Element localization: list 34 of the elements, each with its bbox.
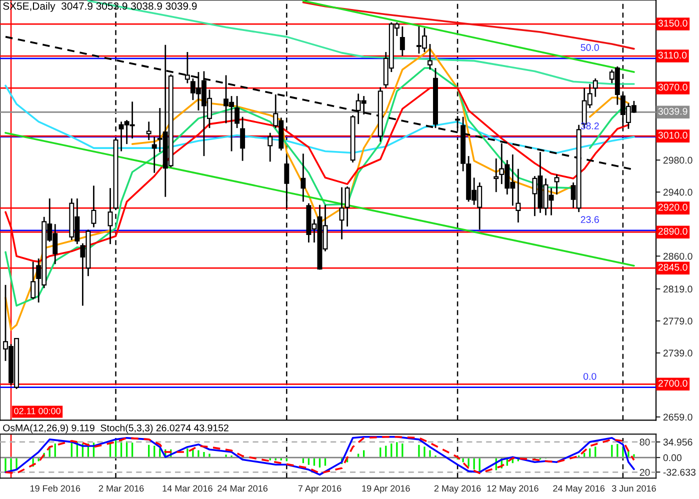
chart-title: OsMA(12,26,9) 9.119 Stoch(5,3,3) 26.0274 43.9152 bbox=[3, 424, 228, 434]
annotation: 23.6 bbox=[580, 216, 599, 224]
ref-line-label: 3150.0 bbox=[658, 20, 688, 27]
ref-line-label: 2700.0 bbox=[658, 380, 688, 387]
ref-line-label: 3010.0 bbox=[658, 132, 688, 139]
x-tick-label: 3 Jun 2016 bbox=[612, 485, 656, 492]
x-tick-label: 12 May 2016 bbox=[487, 485, 538, 494]
ref-line-label: 2920.0 bbox=[658, 204, 688, 211]
y-tick-label: 2819.0 bbox=[663, 286, 692, 293]
x-tick-label: 24 May 2016 bbox=[553, 485, 605, 494]
y-tick-label: 2739.0 bbox=[663, 350, 692, 357]
y-tick-label: -32.633 bbox=[663, 468, 696, 476]
ref-line-label: 3110.0 bbox=[658, 52, 687, 59]
x-tick-label: 19 Apr 2016 bbox=[362, 485, 410, 494]
ref-line-label: 02.11 00:00 bbox=[14, 408, 60, 414]
ref-line-label: 2890.0 bbox=[658, 228, 688, 235]
x-tick-label: 24 Mar 2016 bbox=[218, 485, 268, 492]
x-tick-label: 19 Feb 2016 bbox=[30, 484, 80, 492]
y-tick-label: 2779.0 bbox=[663, 318, 692, 325]
ref-line-label: 3039.9 bbox=[658, 108, 688, 115]
annotation: 50.0 bbox=[580, 44, 599, 51]
x-tick-label: 14 Mar 2016 bbox=[162, 485, 212, 492]
ref-line-label: 2845.0 bbox=[658, 264, 688, 271]
y-tick-label: 0.00 bbox=[663, 454, 682, 462]
y-tick-label: 34.956 bbox=[663, 438, 692, 446]
x-tick-label: 2 Mar 2016 bbox=[98, 485, 144, 492]
x-tick-label: 2 May 2016 bbox=[434, 485, 481, 494]
y-tick-label: 2860.0 bbox=[663, 252, 692, 260]
y-tick-label: 2980.0 bbox=[663, 156, 692, 164]
y-tick-label: 2940.0 bbox=[663, 188, 692, 196]
y-tick-label: 2659.0 bbox=[663, 414, 692, 421]
x-tick-label: 7 Apr 2016 bbox=[298, 485, 342, 494]
annotation: 0.0 bbox=[583, 372, 596, 380]
ref-line-label: 3070.0 bbox=[658, 84, 688, 91]
